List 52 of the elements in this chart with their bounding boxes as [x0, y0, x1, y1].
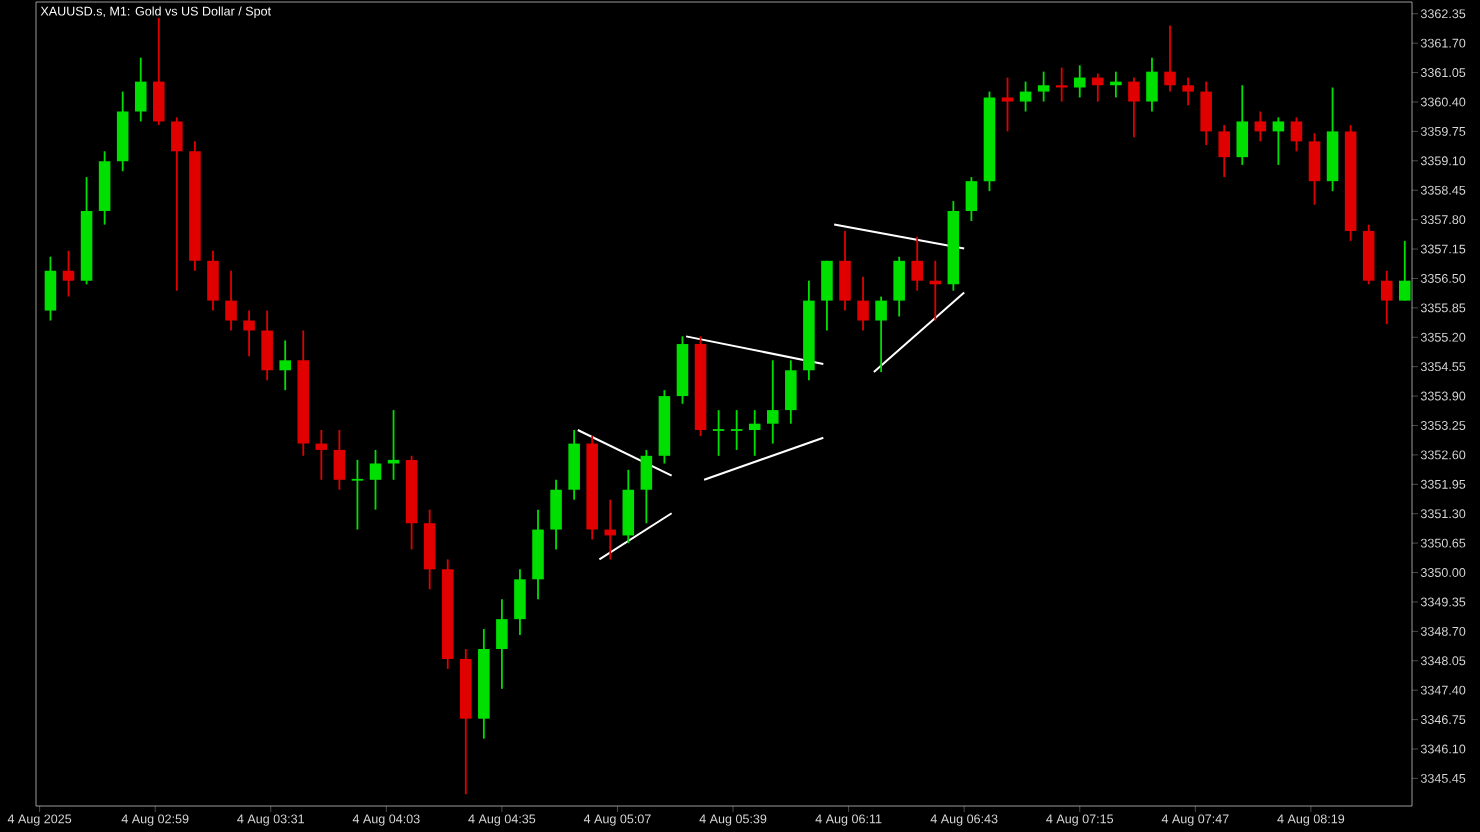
candlestick [568, 429, 580, 501]
candlestick [350, 458, 365, 531]
candlestick [1308, 132, 1321, 206]
candlestick [1055, 66, 1068, 103]
candlestick [514, 568, 526, 636]
candlestick [423, 508, 436, 591]
candlestick [171, 116, 183, 292]
candlestick [857, 275, 869, 332]
candlestick [893, 255, 905, 318]
candlestick [279, 339, 291, 392]
candlestick [207, 249, 219, 312]
candlestick [369, 449, 382, 511]
candlestick [44, 255, 57, 322]
candlestick [1073, 64, 1086, 99]
candlestick [839, 230, 851, 312]
candlestick [1272, 116, 1285, 166]
candlestick [1182, 76, 1194, 107]
candlestick [134, 56, 147, 123]
candlestick [315, 429, 328, 481]
candlestick [1092, 72, 1104, 103]
candlestick [875, 295, 887, 373]
candlestick [1001, 76, 1014, 133]
candlestick [640, 449, 653, 525]
candlestick [496, 598, 508, 690]
candlestick [622, 468, 635, 545]
candlestick [243, 309, 255, 358]
candlestick [1290, 116, 1303, 153]
candlestick [1019, 80, 1032, 113]
candlestick [1200, 80, 1212, 146]
candlestick [729, 409, 744, 451]
candlestick [550, 478, 562, 551]
candlestick [785, 359, 797, 425]
candlestick [225, 269, 237, 332]
candlestick [153, 16, 165, 126]
candlestick [333, 429, 346, 491]
candlestick [1037, 70, 1050, 103]
candlestick [1399, 239, 1411, 302]
candlestick [821, 259, 833, 332]
candlestick [748, 409, 761, 457]
candlestick [1218, 124, 1230, 178]
candlestick [1128, 76, 1140, 139]
candlestick [1236, 84, 1249, 166]
candlestick [965, 176, 978, 222]
candlestick [1254, 110, 1267, 143]
candlestick [261, 309, 273, 382]
candlestick [1146, 56, 1158, 113]
candlestick [1164, 24, 1176, 93]
candlestick [1380, 269, 1393, 326]
candlestick [711, 409, 726, 457]
candlestick [62, 249, 75, 298]
candlestick [766, 359, 779, 445]
candlestick [911, 235, 924, 292]
